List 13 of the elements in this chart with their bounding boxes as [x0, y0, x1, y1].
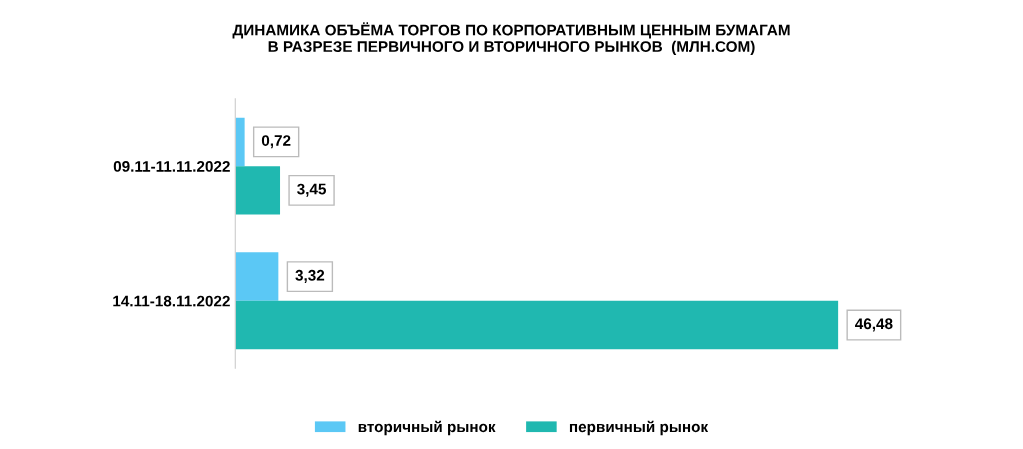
bar [235, 300, 839, 350]
data-label: 3,45 [297, 183, 327, 197]
bar [235, 166, 281, 215]
bar [235, 252, 279, 301]
chart-title: ДИНАМИКА ОБЪЁМА ТОРГОВ ПО КОРПОРАТИВНЫМ ЦЕННЫМ БУМАГАМ В РАЗРЕЗЕ ПЕРВИЧНОГО И ВТОРИЧНОГО РЫНКОВ (МЛН.СОМ) [232, 22, 790, 55]
y-tick-label: 09.11-11.11.2022 [113, 161, 230, 172]
bar [235, 117, 245, 167]
data-label: 3,32 [295, 269, 325, 283]
legend-label: первичный рынок [569, 420, 709, 436]
y-tick-label: 14.11-18.11.2022 [113, 295, 230, 307]
data-label: 46,48 [855, 318, 893, 332]
legend-label: вторичный рынок [358, 420, 496, 436]
data-label: 0,72 [261, 135, 291, 149]
